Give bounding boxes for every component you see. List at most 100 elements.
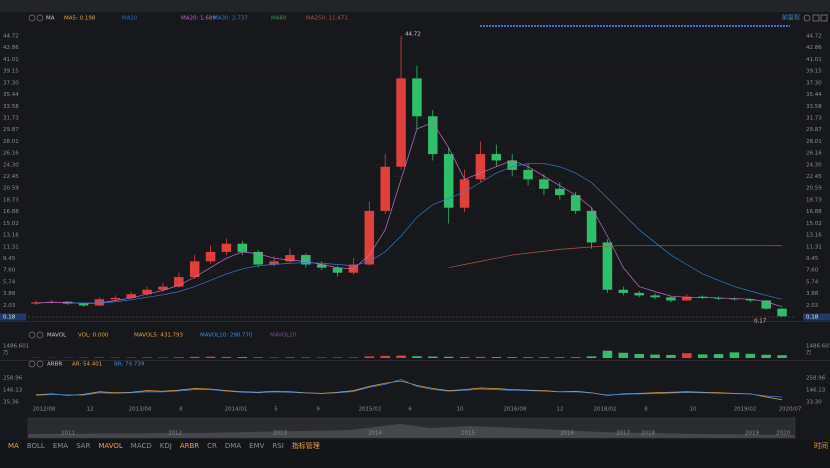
candle-body — [459, 179, 470, 208]
legend-entry: MA30: 2.737 — [213, 16, 248, 22]
candle-body — [142, 289, 152, 295]
x-tick-label: 2013/04 — [129, 407, 152, 413]
y2-tick-label: 146.13 — [806, 388, 826, 394]
volume-bar — [174, 357, 184, 358]
volume-bar — [428, 356, 438, 358]
y-tick-label: 39.15 — [806, 69, 822, 75]
legend-entry: AR: 54.401 — [72, 362, 102, 368]
indicator-tab[interactable]: MAVOL — [98, 442, 123, 450]
indicator-tab[interactable]: CR — [207, 442, 217, 450]
y-tick-label: 18.73 — [806, 197, 822, 203]
y-tick-label: 41.01 — [3, 57, 19, 63]
icon[interactable] — [812, 14, 820, 22]
volume-bar — [412, 356, 422, 358]
indicator-tab[interactable]: DMA — [225, 442, 241, 450]
y-tick-label: 11.31 — [3, 244, 19, 250]
y-tick-label: 22.45 — [3, 174, 19, 180]
icon[interactable] — [28, 14, 36, 22]
icon[interactable] — [803, 14, 811, 22]
candle-body — [301, 255, 311, 265]
candle-body — [316, 264, 327, 268]
navigator-year: 2016 — [560, 431, 574, 437]
indicator-line — [35, 380, 783, 401]
candle-body — [189, 261, 200, 278]
candle-body — [682, 296, 692, 301]
candle-body — [221, 243, 232, 252]
adjust-button[interactable]: 前复权 — [782, 14, 800, 22]
legend-entry: MA60 — [271, 16, 287, 22]
indicator-tab[interactable]: RSI — [272, 442, 283, 450]
x-tick-label: 12 — [87, 407, 94, 413]
legend-entry: MAVOL10: 290.770 — [200, 333, 253, 339]
volume-bar — [205, 356, 216, 358]
candle-body — [523, 169, 533, 180]
time-button[interactable]: 时间 — [814, 441, 828, 450]
indicator-tab[interactable]: EMA — [53, 442, 68, 450]
candle-body — [666, 297, 676, 301]
y-tick-label: 15.02 — [3, 221, 19, 227]
candle-body — [634, 292, 644, 296]
volume-bar — [237, 357, 248, 358]
candle-body — [31, 302, 41, 304]
volume-bar — [380, 355, 390, 358]
indicator-tab[interactable]: BOLL — [27, 442, 45, 450]
volume-bar — [666, 354, 676, 358]
indicator-tab[interactable]: ARBR — [180, 442, 199, 450]
y-tick-label: 146.13 — [3, 388, 23, 394]
y-tick-label: 33.58 — [806, 104, 822, 110]
volume-bar — [634, 353, 644, 358]
volume-bar — [777, 355, 787, 358]
candle-body — [205, 251, 216, 262]
icon[interactable] — [28, 331, 36, 339]
y-tick-label: 22.45 — [806, 174, 822, 180]
icon[interactable] — [36, 360, 44, 368]
x-tick-label: 8 — [644, 407, 648, 413]
candle-body — [729, 298, 740, 300]
volume-bar — [539, 357, 549, 358]
indicator-tab[interactable]: MACD — [131, 442, 152, 450]
y-tick-label: 13.16 — [3, 233, 19, 239]
candle-body — [618, 289, 629, 293]
volume-bar — [523, 357, 533, 358]
candle-body — [443, 154, 454, 208]
icon[interactable] — [36, 331, 44, 339]
volume-bar — [253, 357, 263, 358]
volume-bar — [189, 356, 200, 358]
y-tick-label: 26.16 — [3, 151, 19, 157]
candle-body — [570, 195, 581, 211]
y-tick-label: 2.03 — [3, 303, 16, 309]
icon[interactable] — [820, 14, 828, 22]
navigator-year: 2017 — [616, 431, 630, 437]
x-tick-label: 8 — [179, 407, 183, 413]
icon[interactable] — [28, 360, 36, 368]
y-tick-label: 7.60 — [806, 268, 819, 274]
candle-body — [380, 166, 390, 211]
navigator-year: 2014 — [368, 431, 382, 437]
legend-entry: MA10 — [122, 16, 138, 22]
navigator-year: 2012 — [168, 431, 182, 437]
y-tick-label: 5.74 — [3, 279, 16, 285]
candle-body — [396, 78, 406, 167]
indicator-tab[interactable]: EMV — [249, 442, 264, 450]
volume-bar — [491, 357, 502, 358]
candle-body — [285, 255, 295, 262]
y-tick-label: 16.88 — [806, 209, 822, 215]
y-tick-label: 15.02 — [806, 221, 822, 227]
volume-bar — [586, 356, 597, 358]
navigator-year: 2019 — [745, 431, 759, 437]
candle-body — [78, 303, 89, 306]
indicator-tab[interactable]: SAR — [76, 442, 90, 450]
y-tick-label: 37.30 — [806, 80, 822, 86]
x-tick-label: 10 — [690, 407, 697, 413]
indicator-tab[interactable]: MA — [8, 442, 19, 450]
legend-entry: BR: 79.739 — [114, 362, 145, 368]
indicator-tab[interactable]: KDJ — [160, 442, 172, 450]
candle-body — [237, 243, 248, 252]
icon[interactable] — [36, 14, 44, 22]
navigator-year: 2018 — [641, 431, 655, 437]
volume-bar — [745, 353, 756, 358]
indicator-tab[interactable]: 指标管理 — [292, 441, 320, 450]
volume-bar — [713, 354, 724, 358]
navigator-frame — [27, 417, 796, 439]
